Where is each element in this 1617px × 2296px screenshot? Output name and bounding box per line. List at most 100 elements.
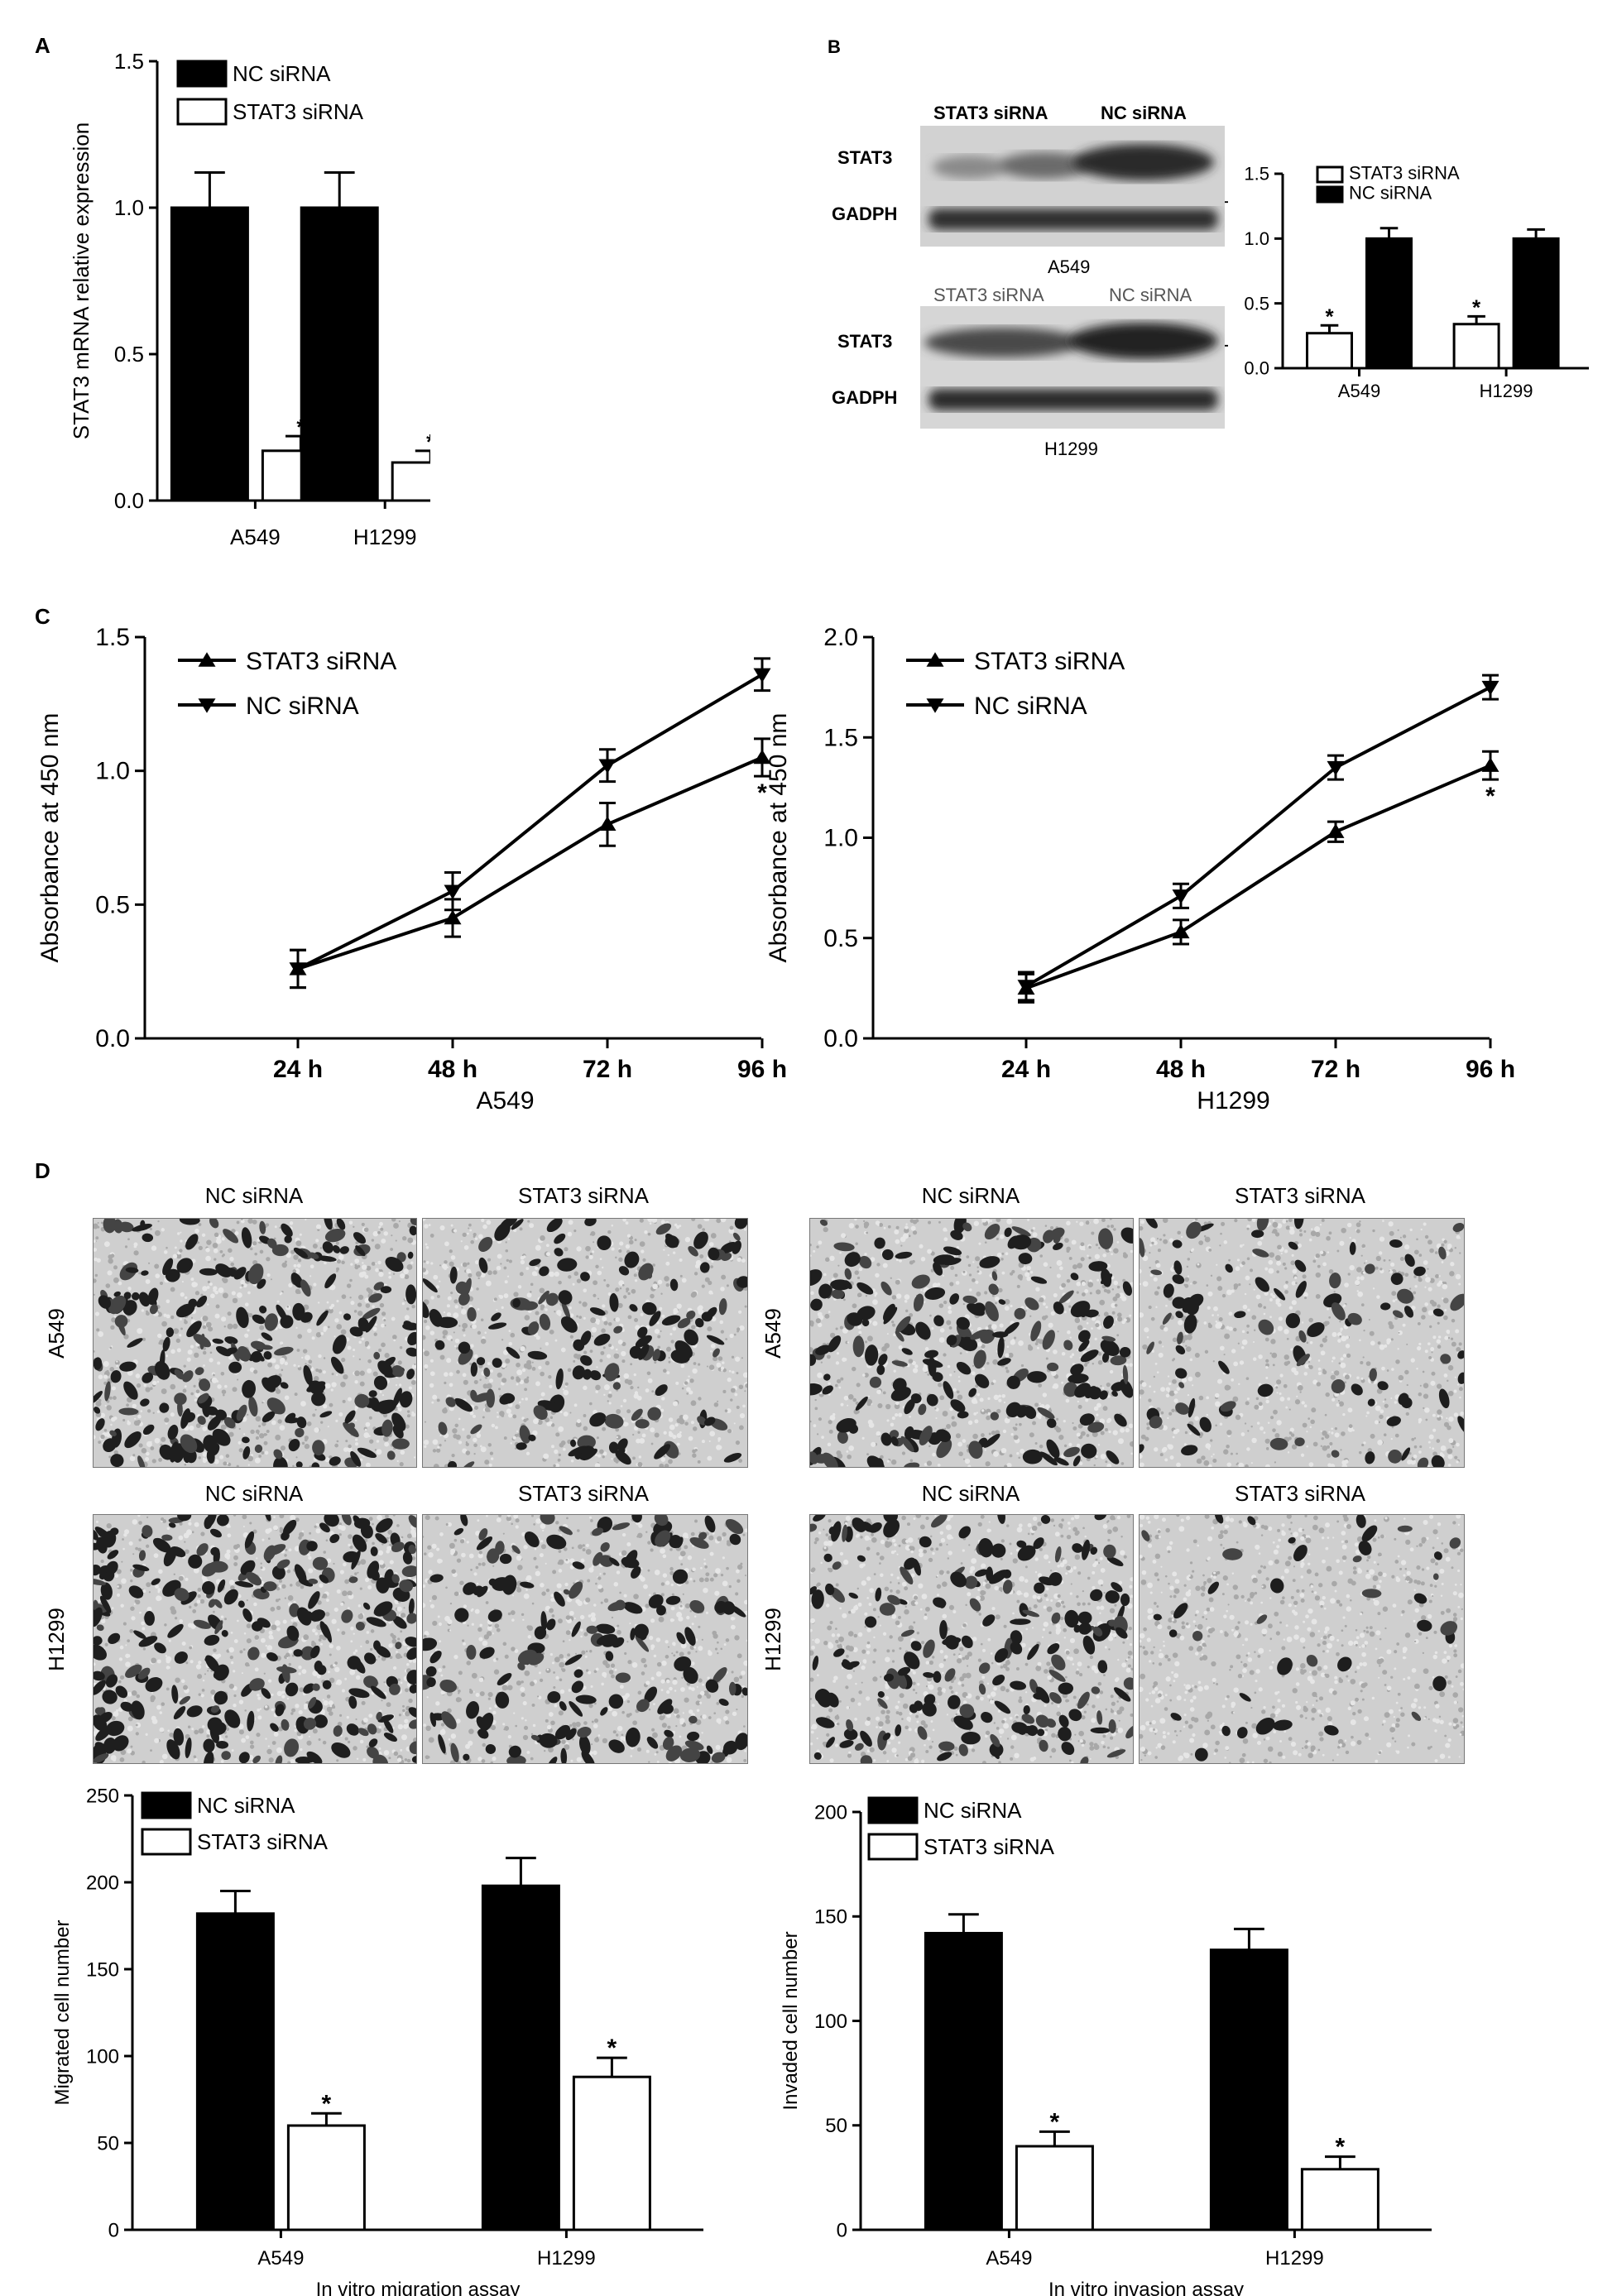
micro-pore (698, 1309, 704, 1316)
micro-pore (744, 1305, 747, 1308)
micro-pore (433, 1464, 439, 1467)
micro-pore (702, 1228, 705, 1231)
micro-pore (503, 1266, 507, 1270)
micro-pore (336, 1440, 339, 1443)
micro-pore (477, 1277, 480, 1280)
micro-cell (499, 1393, 514, 1405)
micro-cell (476, 1536, 493, 1551)
micro-cell (391, 1365, 405, 1378)
micro-cell (262, 1411, 276, 1423)
micro-pore (635, 1325, 641, 1330)
micro-pore (550, 1594, 554, 1598)
micro-pore (247, 1329, 250, 1332)
micro-pore (612, 1667, 614, 1670)
micro-pore (525, 1397, 528, 1401)
micro-pore (185, 1661, 189, 1665)
micro-pore (602, 1266, 604, 1269)
micro-pore (170, 1606, 175, 1612)
micro-pore (256, 1733, 261, 1738)
micro-pore (279, 1579, 283, 1584)
micro-pore (361, 1264, 367, 1270)
micro-cell (545, 1292, 559, 1306)
micro-pore (711, 1316, 717, 1322)
micro-pore (739, 1325, 745, 1331)
x-tick-label: A549 (230, 525, 281, 549)
micro-pore (290, 1618, 294, 1623)
micro-cell (656, 1605, 666, 1616)
micro-pore (444, 1440, 447, 1442)
micro-cell (539, 1266, 549, 1277)
micro-pore (495, 1426, 498, 1430)
micro-cell (331, 1742, 351, 1758)
micro-pore (322, 1699, 324, 1701)
micro-pore (643, 1664, 648, 1668)
micro-pore (308, 1555, 312, 1560)
micro-pore (181, 1642, 186, 1647)
micro-pore (423, 1268, 426, 1273)
micro-cell (676, 1632, 686, 1645)
micro-pore (1020, 1364, 1024, 1368)
micro-pore (681, 1676, 684, 1679)
micro-pore (130, 1579, 133, 1583)
micro-pore (722, 1556, 725, 1560)
micro-pore (727, 1540, 730, 1544)
micro-pore (341, 1294, 347, 1299)
micro-pore (576, 1278, 582, 1283)
micro-pore (354, 1419, 357, 1422)
micro-pore (132, 1403, 137, 1408)
micro-pore (548, 1712, 554, 1717)
micro-pore (159, 1727, 165, 1733)
micro-pore (228, 1354, 234, 1360)
micro-pore (190, 1345, 194, 1349)
micro-pore (344, 1579, 349, 1584)
micro-cell (110, 1370, 122, 1383)
micro-pore (622, 1398, 627, 1403)
micro-pore (329, 1402, 333, 1407)
micro-pore (173, 1328, 180, 1335)
micro-pore (194, 1603, 198, 1607)
micro-pore (725, 1720, 730, 1725)
micro-pore (443, 1311, 446, 1314)
micro-pore (127, 1748, 132, 1754)
micro-cell (425, 1666, 437, 1677)
micro-pore (190, 1277, 194, 1282)
micro-pore (1045, 1306, 1048, 1309)
micro-pore (671, 1652, 674, 1655)
micro-pore (297, 1334, 303, 1339)
micro-pore (535, 1244, 541, 1251)
micro-pore (314, 1632, 319, 1636)
micro-cell (383, 1733, 397, 1742)
micro-pore (371, 1239, 375, 1242)
micro-pore (238, 1427, 241, 1431)
micro-pore (617, 1302, 623, 1309)
micro-pore (423, 1260, 426, 1263)
micro-cell (112, 1735, 129, 1752)
micro-cell (293, 1247, 309, 1258)
micro-cell (159, 1402, 170, 1413)
micro-pore (94, 1248, 98, 1252)
micro-pore (429, 1371, 435, 1377)
micro-pore (424, 1350, 429, 1357)
micro-pore (602, 1451, 607, 1456)
micro-cell (595, 1623, 616, 1634)
micro-cell (723, 1740, 738, 1755)
micro-pore (623, 1694, 628, 1700)
micro-cell (209, 1528, 222, 1538)
micro-inv-row2: H1299 (760, 1608, 785, 1671)
micro-cell (654, 1515, 669, 1527)
micro-pore (689, 1577, 693, 1581)
micro-pore (425, 1421, 427, 1423)
micro-pore (243, 1632, 247, 1635)
micro-cell (177, 1515, 192, 1522)
micro-cell (280, 1315, 294, 1329)
micro-cell (102, 1690, 118, 1704)
micro-pore (557, 1561, 560, 1565)
micro-pore (538, 1365, 542, 1370)
micro-cell (324, 1219, 333, 1230)
bar (1452, 323, 1500, 370)
micro-cell (725, 1518, 744, 1535)
series-line (297, 755, 763, 971)
micro-pore (233, 1639, 238, 1644)
micro-pore (693, 1362, 697, 1365)
